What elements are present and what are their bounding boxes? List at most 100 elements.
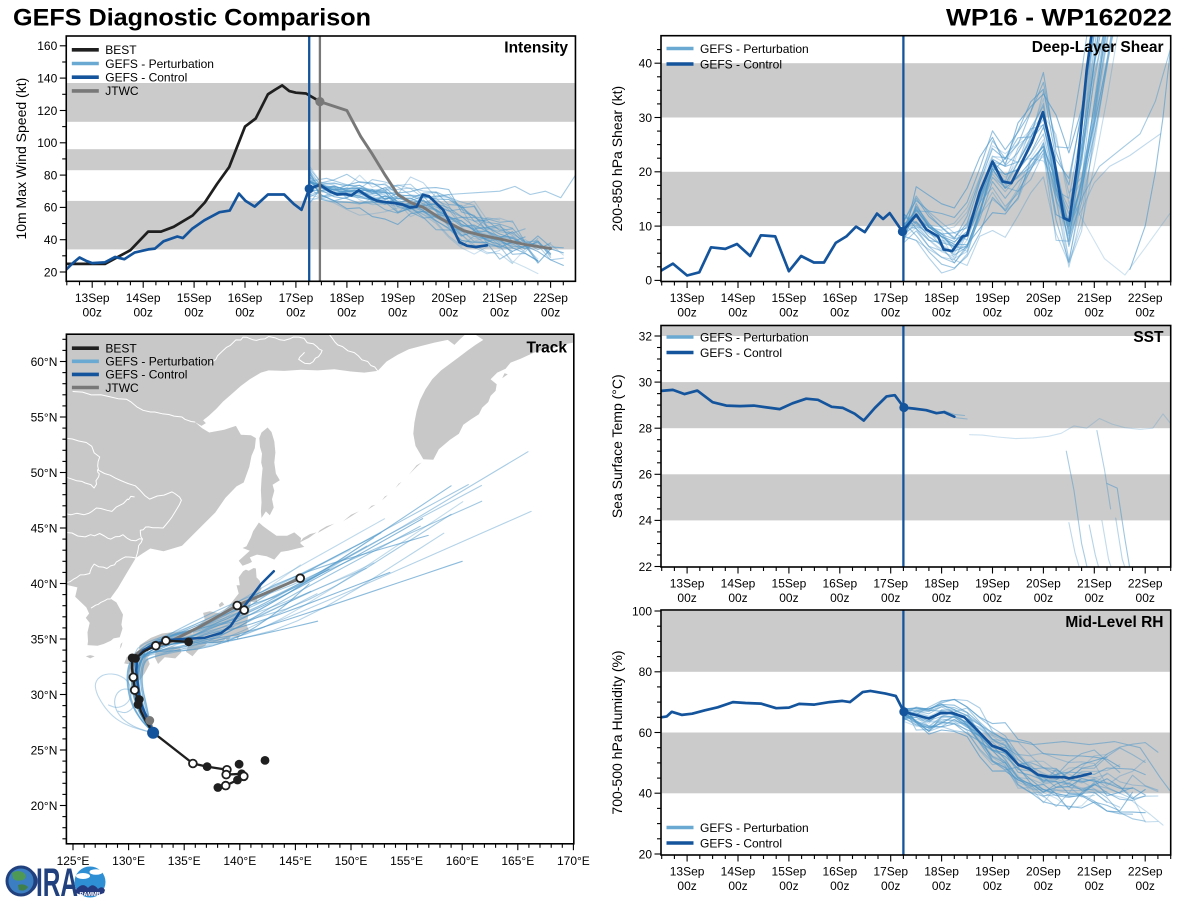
svg-text:IRA: IRA — [36, 861, 78, 900]
svg-text:19Sep: 19Sep — [975, 577, 1010, 591]
svg-text:35°N: 35°N — [31, 632, 58, 646]
svg-text:00z: 00z — [337, 305, 356, 319]
svg-text:22Sep: 22Sep — [1128, 577, 1163, 591]
svg-text:40°N: 40°N — [31, 577, 58, 591]
svg-text:GEFS - Control: GEFS - Control — [700, 57, 782, 71]
svg-text:00z: 00z — [1034, 591, 1053, 605]
svg-text:00z: 00z — [1136, 306, 1155, 320]
svg-text:15Sep: 15Sep — [177, 291, 212, 305]
svg-text:80: 80 — [44, 168, 58, 182]
svg-text:14Sep: 14Sep — [721, 865, 756, 879]
svg-text:20Sep: 20Sep — [1026, 577, 1061, 591]
svg-text:GEFS - Control: GEFS - Control — [700, 836, 782, 850]
svg-text:00z: 00z — [728, 591, 747, 605]
svg-text:00z: 00z — [1085, 306, 1104, 320]
svg-text:20: 20 — [44, 265, 58, 279]
svg-text:165°E: 165°E — [501, 854, 534, 868]
svg-text:00z: 00z — [1085, 591, 1104, 605]
svg-text:17Sep: 17Sep — [279, 291, 314, 305]
svg-text:00z: 00z — [881, 306, 900, 320]
svg-text:13Sep: 13Sep — [670, 577, 705, 591]
svg-text:120: 120 — [37, 104, 57, 118]
svg-text:00z: 00z — [541, 305, 560, 319]
svg-text:00z: 00z — [388, 305, 407, 319]
svg-text:00z: 00z — [728, 306, 747, 320]
svg-text:145°E: 145°E — [279, 854, 312, 868]
svg-text:30: 30 — [639, 375, 653, 389]
svg-text:60°N: 60°N — [31, 355, 58, 369]
svg-text:15Sep: 15Sep — [772, 577, 807, 591]
svg-text:160°E: 160°E — [446, 854, 479, 868]
svg-text:00z: 00z — [677, 591, 696, 605]
svg-text:14Sep: 14Sep — [721, 291, 756, 305]
svg-text:17Sep: 17Sep — [873, 291, 908, 305]
svg-text:00z: 00z — [1034, 306, 1053, 320]
svg-text:19Sep: 19Sep — [975, 291, 1010, 305]
svg-text:00z: 00z — [830, 591, 849, 605]
svg-text:24: 24 — [639, 514, 653, 528]
svg-text:13Sep: 13Sep — [670, 865, 705, 879]
svg-text:170°E: 170°E — [557, 854, 590, 868]
svg-text:00z: 00z — [932, 306, 951, 320]
svg-text:21Sep: 21Sep — [1077, 577, 1112, 591]
svg-text:00z: 00z — [490, 305, 509, 319]
svg-text:JTWC: JTWC — [105, 381, 139, 395]
svg-text:21Sep: 21Sep — [1077, 291, 1112, 305]
svg-text:00z: 00z — [184, 305, 203, 319]
svg-text:15Sep: 15Sep — [772, 865, 807, 879]
svg-text:15Sep: 15Sep — [772, 291, 807, 305]
svg-text:140: 140 — [37, 71, 57, 85]
svg-text:60: 60 — [44, 201, 58, 215]
svg-text:17Sep: 17Sep — [873, 865, 908, 879]
svg-text:00z: 00z — [881, 591, 900, 605]
svg-text:22Sep: 22Sep — [1128, 291, 1163, 305]
svg-text:16Sep: 16Sep — [822, 577, 857, 591]
svg-text:00z: 00z — [677, 879, 696, 893]
svg-text:26: 26 — [639, 468, 653, 482]
svg-text:200-850 hPa Shear (kt): 200-850 hPa Shear (kt) — [609, 86, 625, 232]
svg-text:00z: 00z — [133, 305, 152, 319]
svg-text:160: 160 — [37, 39, 57, 53]
svg-text:GEFS - Control: GEFS - Control — [105, 368, 187, 382]
svg-text:GEFS - Perturbation: GEFS - Perturbation — [700, 821, 809, 835]
svg-text:155°E: 155°E — [390, 854, 423, 868]
svg-text:00z: 00z — [1034, 879, 1053, 893]
svg-text:Deep-Layer Shear: Deep-Layer Shear — [1032, 39, 1164, 56]
svg-text:00z: 00z — [779, 879, 798, 893]
svg-text:GEFS - Perturbation: GEFS - Perturbation — [105, 355, 214, 369]
svg-text:00z: 00z — [728, 879, 747, 893]
svg-text:20°N: 20°N — [31, 799, 58, 813]
svg-text:125°E: 125°E — [57, 854, 90, 868]
svg-text:Track: Track — [526, 340, 567, 357]
svg-text:700-500 hPa Humidity (%): 700-500 hPa Humidity (%) — [609, 650, 625, 814]
svg-text:00z: 00z — [1136, 591, 1155, 605]
svg-text:19Sep: 19Sep — [975, 865, 1010, 879]
svg-text:80: 80 — [639, 665, 653, 679]
svg-text:20Sep: 20Sep — [1026, 865, 1061, 879]
svg-text:00z: 00z — [830, 879, 849, 893]
svg-text:13Sep: 13Sep — [670, 291, 705, 305]
svg-text:18Sep: 18Sep — [330, 291, 365, 305]
svg-text:GEFS - Perturbation: GEFS - Perturbation — [105, 57, 214, 71]
svg-text:GEFS - Perturbation: GEFS - Perturbation — [700, 330, 809, 344]
svg-text:40: 40 — [44, 233, 58, 247]
svg-text:14Sep: 14Sep — [126, 291, 161, 305]
svg-text:25°N: 25°N — [31, 743, 58, 757]
svg-text:55°N: 55°N — [31, 410, 58, 424]
svg-text:50°N: 50°N — [31, 466, 58, 480]
svg-text:21Sep: 21Sep — [1077, 865, 1112, 879]
svg-text:100: 100 — [37, 136, 57, 150]
svg-text:00z: 00z — [983, 879, 1002, 893]
svg-text:22Sep: 22Sep — [1128, 865, 1163, 879]
svg-text:30: 30 — [639, 111, 653, 125]
svg-text:60: 60 — [639, 726, 653, 740]
svg-text:00z: 00z — [983, 591, 1002, 605]
svg-text:18Sep: 18Sep — [924, 577, 959, 591]
svg-text:BEST: BEST — [105, 342, 137, 356]
svg-text:00z: 00z — [677, 306, 696, 320]
svg-text:Sea Surface Temp (°C): Sea Surface Temp (°C) — [609, 374, 625, 518]
svg-text:00z: 00z — [779, 306, 798, 320]
svg-text:00z: 00z — [983, 306, 1002, 320]
svg-text:GEFS - Control: GEFS - Control — [700, 346, 782, 360]
svg-text:19Sep: 19Sep — [380, 291, 415, 305]
